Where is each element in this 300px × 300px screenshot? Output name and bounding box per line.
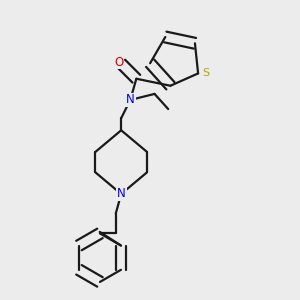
Text: O: O: [114, 56, 123, 68]
Text: S: S: [202, 68, 209, 78]
Text: N: N: [117, 188, 126, 200]
Text: N: N: [126, 94, 135, 106]
